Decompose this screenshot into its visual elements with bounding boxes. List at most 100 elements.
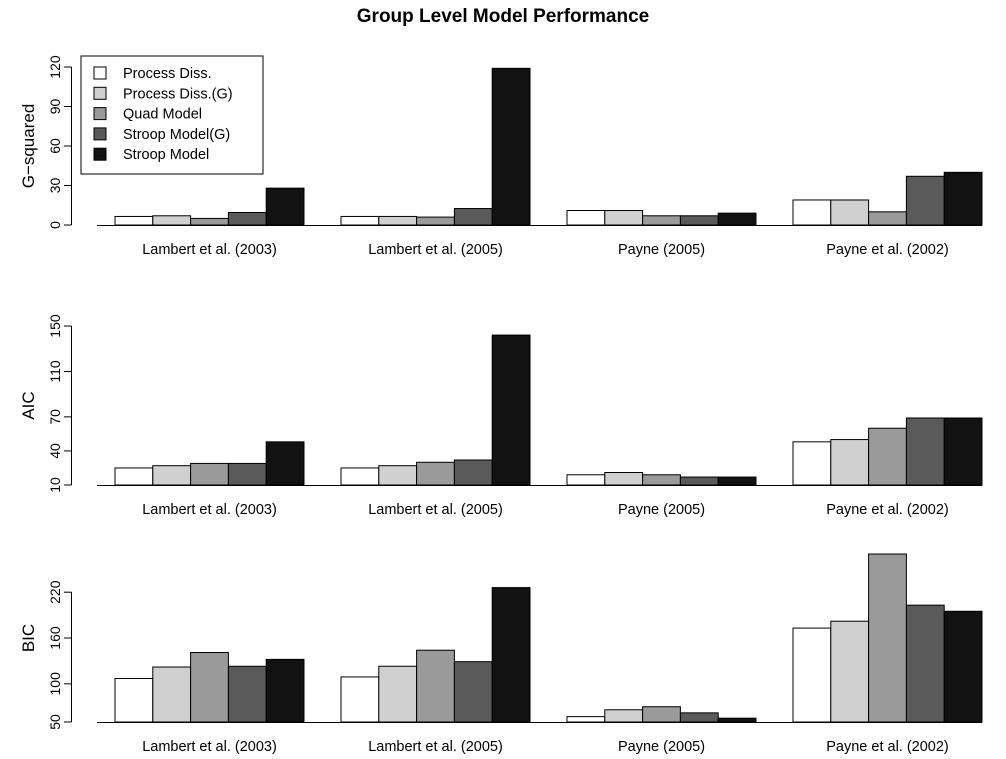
bar [191, 653, 229, 722]
bar [153, 216, 191, 225]
bar [944, 418, 982, 485]
x-tick-label: Payne et al. (2002) [826, 739, 949, 755]
x-tick-label: Payne (2005) [618, 502, 705, 518]
bar [191, 218, 229, 225]
bar [341, 216, 379, 225]
bar [718, 477, 756, 485]
y-axis-label: BIC [19, 624, 38, 652]
bar [454, 662, 492, 722]
y-tick-label: 50 [47, 714, 63, 730]
x-tick-label: Payne (2005) [618, 242, 705, 258]
bar [643, 216, 681, 225]
bar [115, 678, 153, 722]
bar [454, 209, 492, 225]
bar [605, 473, 643, 485]
bar [492, 68, 530, 225]
bar [793, 628, 831, 722]
bar [379, 666, 417, 722]
bar [417, 462, 455, 485]
bar [869, 428, 907, 485]
bar [718, 718, 756, 722]
bar [341, 468, 379, 485]
bar [492, 588, 530, 722]
x-tick-label: Lambert et al. (2005) [368, 502, 503, 518]
y-tick-label: 110 [47, 360, 63, 383]
y-tick-label: 60 [47, 138, 63, 154]
y-tick-label: 160 [47, 626, 63, 650]
bar [605, 211, 643, 225]
bar [906, 176, 944, 225]
legend-swatch [94, 67, 106, 79]
x-tick-label: Lambert et al. (2005) [368, 739, 503, 755]
bar [379, 216, 417, 225]
bar [680, 477, 718, 485]
x-tick-label: Lambert et al. (2003) [142, 739, 277, 755]
bar [191, 463, 229, 485]
bar [643, 707, 681, 722]
bar [228, 212, 266, 225]
y-tick-label: 100 [47, 672, 63, 696]
legend-label: Stroop Model [123, 147, 209, 163]
y-tick-label: 30 [47, 178, 63, 194]
bar [680, 216, 718, 225]
bar [266, 659, 304, 722]
bar [944, 172, 982, 225]
bar [379, 466, 417, 485]
bar [869, 212, 907, 225]
legend-swatch [94, 87, 106, 99]
y-tick-label: 120 [47, 55, 63, 79]
y-axis-label: G−squared [19, 104, 38, 189]
x-tick-label: Lambert et al. (2003) [142, 242, 277, 258]
bar [115, 216, 153, 225]
bar [793, 200, 831, 225]
bar [567, 717, 605, 722]
bar [793, 442, 831, 485]
bar [266, 188, 304, 225]
bar [454, 460, 492, 485]
bar [115, 468, 153, 485]
y-tick-label: 90 [47, 99, 63, 115]
bar [341, 677, 379, 722]
legend-label: Process Diss. [123, 66, 212, 82]
bar [831, 440, 869, 485]
bar [718, 213, 756, 225]
y-tick-label: 70 [47, 409, 63, 425]
bar [567, 211, 605, 225]
bar [228, 666, 266, 722]
bar [605, 710, 643, 722]
y-tick-label: 150 [47, 314, 63, 338]
bar [228, 463, 266, 485]
bar [153, 466, 191, 485]
bar [153, 667, 191, 722]
legend-label: Stroop Model(G) [123, 127, 230, 143]
y-tick-label: 0 [47, 221, 63, 229]
bar [906, 605, 944, 722]
legend-swatch [94, 128, 106, 140]
bar [831, 621, 869, 722]
legend-swatch [94, 148, 106, 160]
x-tick-label: Payne (2005) [618, 739, 705, 755]
legend-label: Quad Model [123, 107, 202, 123]
bar [831, 200, 869, 225]
y-axis-label: AIC [19, 391, 38, 419]
bar [680, 713, 718, 722]
x-tick-label: Payne et al. (2002) [826, 502, 949, 518]
x-tick-label: Lambert et al. (2003) [142, 502, 277, 518]
y-tick-label: 10 [47, 477, 63, 493]
bar [266, 442, 304, 485]
legend-swatch [94, 108, 106, 120]
y-tick-label: 220 [47, 580, 63, 604]
bar [906, 418, 944, 485]
bar [944, 611, 982, 722]
bar [567, 475, 605, 485]
bar [417, 650, 455, 722]
bar [492, 335, 530, 485]
legend-label: Process Diss.(G) [123, 86, 233, 102]
y-tick-label: 40 [47, 443, 63, 459]
x-tick-label: Payne et al. (2002) [826, 242, 949, 258]
bar [869, 554, 907, 722]
bar [417, 217, 455, 225]
x-tick-label: Lambert et al. (2005) [368, 242, 503, 258]
